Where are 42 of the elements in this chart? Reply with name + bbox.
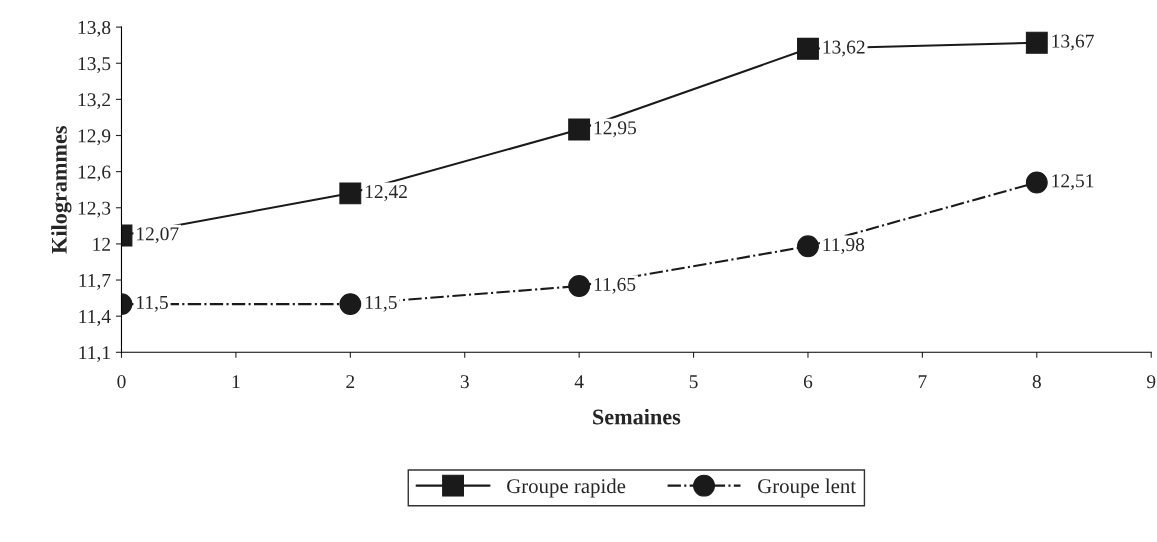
y-axis-title: Kilogrammes bbox=[51, 126, 72, 254]
y-tick-label: 12 bbox=[93, 237, 110, 251]
point bbox=[797, 235, 819, 258]
y-tick-label: 12,6 bbox=[78, 165, 111, 182]
data-label: 12,07 bbox=[137, 227, 179, 244]
point bbox=[568, 118, 591, 141]
x-tick-label: 0 bbox=[117, 375, 126, 389]
y-tick-label: 12,3 bbox=[78, 201, 111, 218]
point bbox=[339, 293, 362, 316]
data-label: 13,62 bbox=[823, 40, 865, 57]
x-tick-label: 6 bbox=[803, 375, 813, 389]
data-label: 11,65 bbox=[594, 277, 636, 294]
x-tick-label: 2 bbox=[346, 375, 355, 389]
x-tick-label: 4 bbox=[574, 375, 584, 389]
point bbox=[797, 37, 819, 60]
data-label: 11,5 bbox=[365, 295, 397, 312]
x-tick-label: 1 bbox=[232, 375, 240, 389]
x-axis-title: Semaines bbox=[593, 408, 681, 425]
x-tick-label: 9 bbox=[1146, 375, 1156, 389]
y-tick-label: 11,7 bbox=[79, 273, 111, 290]
x-tick-label: 3 bbox=[460, 375, 469, 389]
y-tick-label: 13,8 bbox=[78, 20, 111, 37]
x-tick-label: 5 bbox=[689, 375, 698, 389]
point bbox=[568, 275, 591, 297]
data-label: 12,95 bbox=[594, 121, 637, 138]
x-tick-label: 8 bbox=[1032, 375, 1041, 389]
data-label: 13,67 bbox=[1052, 34, 1094, 51]
data-label: 12,51 bbox=[1052, 174, 1094, 191]
legend-label: Groupe lent bbox=[758, 478, 856, 498]
y-tick-label: 13,2 bbox=[78, 93, 110, 110]
point bbox=[339, 182, 362, 205]
y-tick-label: 12,9 bbox=[78, 129, 111, 146]
data-label: 11,98 bbox=[823, 238, 865, 254]
x-tick-label: 7 bbox=[918, 375, 927, 389]
data-label: 12,42 bbox=[365, 185, 407, 201]
y-tick-label: 13,5 bbox=[78, 57, 111, 73]
point bbox=[1025, 171, 1048, 194]
y-tick-label: 11,4 bbox=[79, 310, 111, 326]
point bbox=[1025, 31, 1048, 54]
legend-label: Groupe rapide bbox=[507, 478, 626, 498]
data-label: 11,5 bbox=[137, 295, 168, 312]
y-tick-label: 11,1 bbox=[79, 346, 110, 363]
